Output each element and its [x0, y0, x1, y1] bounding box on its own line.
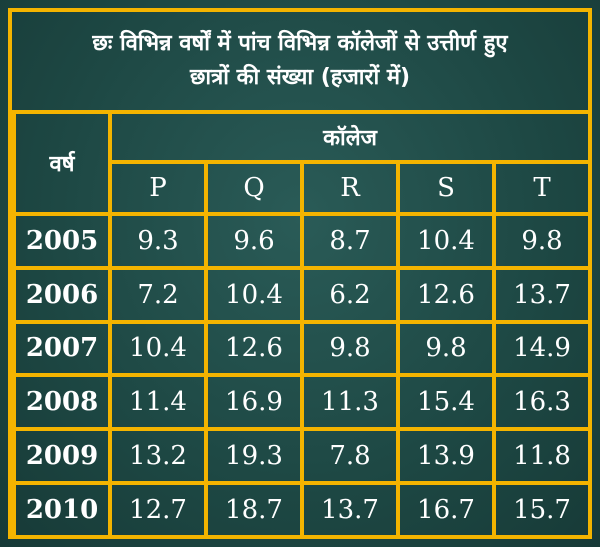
data-table-board: छः विभिन्न वर्षों में पांच विभिन्न कॉलेज… [8, 8, 593, 539]
value-cell: 12.7 [108, 480, 208, 539]
table-row: 2009 13.2 19.3 7.8 13.9 11.8 [12, 427, 593, 485]
value-cell: 9.6 [204, 212, 304, 270]
value-cell: 18.7 [204, 480, 304, 539]
column-header-p: P [108, 160, 208, 216]
year-cell: 2009 [12, 427, 112, 485]
value-cell: 9.8 [396, 319, 496, 378]
value-cell: 15.7 [491, 480, 593, 539]
table-row: 2008 11.4 16.9 11.3 15.4 16.3 [12, 373, 593, 432]
value-cell: 11.4 [108, 373, 208, 432]
value-cell: 11.8 [491, 427, 593, 485]
value-cell: 10.4 [108, 319, 208, 378]
header-row-top: वर्ष कॉलेज [12, 110, 593, 216]
value-cell: 9.8 [300, 319, 400, 378]
value-cell: 7.2 [108, 265, 208, 324]
column-header-q: Q [204, 160, 304, 216]
year-cell: 2008 [12, 373, 112, 432]
value-cell: 16.7 [396, 480, 496, 539]
value-cell: 19.3 [204, 427, 304, 485]
value-cell: 16.9 [204, 373, 304, 432]
value-cell: 12.6 [396, 265, 496, 324]
column-header-s: S [396, 160, 496, 216]
value-cell: 7.8 [300, 427, 400, 485]
value-cell: 13.7 [300, 480, 400, 539]
table-row: 2007 10.4 12.6 9.8 9.8 14.9 [12, 319, 593, 378]
college-group-header: कॉलेज [107, 110, 593, 164]
column-header-r: R [300, 160, 400, 216]
value-cell: 8.7 [300, 212, 400, 270]
year-cell: 2010 [12, 480, 112, 539]
value-cell: 13.7 [491, 265, 593, 324]
value-cell: 10.4 [204, 265, 304, 324]
table-row: 2005 9.3 9.6 8.7 10.4 9.8 [12, 212, 593, 270]
year-cell: 2007 [12, 319, 112, 378]
table-title: छः विभिन्न वर्षों में पांच विभिन्न कॉलेज… [12, 12, 588, 110]
value-cell: 13.9 [396, 427, 496, 485]
value-cell: 10.4 [396, 212, 496, 270]
students-passed-table: वर्ष कॉलेज P Q R S T 2005 9.3 9.6 8.7 10… [12, 110, 593, 539]
value-cell: 12.6 [204, 319, 304, 378]
year-column-header: वर्ष [12, 110, 112, 216]
value-cell: 16.3 [491, 373, 593, 432]
value-cell: 9.8 [491, 212, 593, 270]
title-line-1: छः विभिन्न वर्षों में पांच विभिन्न कॉलेज… [92, 31, 508, 56]
table-row: 2010 12.7 18.7 13.7 16.7 15.7 [12, 480, 593, 539]
title-line-2: छात्रों की संख्या (हजारों में) [189, 65, 411, 90]
table-row: 2006 7.2 10.4 6.2 12.6 13.7 [12, 265, 593, 324]
year-cell: 2005 [12, 212, 112, 270]
value-cell: 14.9 [491, 319, 593, 378]
value-cell: 11.3 [300, 373, 400, 432]
value-cell: 15.4 [396, 373, 496, 432]
year-cell: 2006 [12, 265, 112, 324]
value-cell: 13.2 [108, 427, 208, 485]
header-row-columns: P Q R S T [14, 160, 593, 216]
column-header-t: T [491, 160, 593, 216]
value-cell: 6.2 [300, 265, 400, 324]
value-cell: 9.3 [108, 212, 208, 270]
